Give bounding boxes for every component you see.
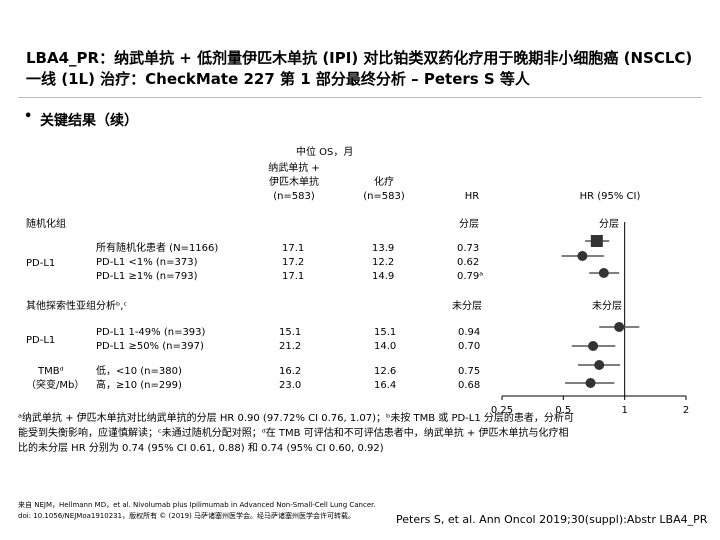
hr-cell: 0.73 0.62 0.79ᵃ — [457, 242, 483, 284]
col-hr-ci-header: HR (95% CI) — [579, 191, 641, 202]
stratified-tag: 分层 — [459, 219, 479, 230]
row-label-pdl1: PD-L1 — [26, 258, 56, 269]
group-label-randomized: 随机化组 — [26, 219, 66, 230]
hr-pdl1-lt1: 0.62 — [457, 257, 480, 268]
hr-pdl1-1-49: 0.94 — [458, 327, 481, 338]
chemo-os-pdl1-sub: 15.1 14.0 — [374, 326, 396, 354]
chemo-os-pdl1-1-49: 15.1 — [374, 327, 397, 338]
unstratified-tag-ci: 未分层 — [592, 301, 622, 312]
row-desc-pdl1-lt1: PD-L1 <1% (n=373) — [96, 257, 198, 268]
col-nivo-line3: (n=583) — [273, 191, 315, 202]
stratified-tag-ci: 分层 — [599, 219, 619, 230]
nivo-os-tmb-high: 23.0 — [279, 380, 302, 391]
col-chemo-line2: (n=583) — [363, 191, 405, 202]
median-os-header: 中位 OS，月 — [296, 147, 354, 158]
row-desc-pdl1-ge1: PD-L1 ≥1% (n=793) — [96, 271, 198, 282]
hr-tmb-high: 0.68 — [458, 380, 481, 391]
hr-pdl1-sub: 0.94 0.70 — [458, 326, 480, 354]
x-tick-label-0: 0.25 — [491, 405, 513, 416]
hr-marker-4 — [588, 341, 599, 351]
section-heading: 关键结果（续） — [40, 113, 138, 129]
x-tick-label-1: 0.5 — [555, 405, 571, 416]
col-chemo-header: 化疗 (n=583) — [344, 176, 424, 204]
unstratified-tag: 未分层 — [452, 301, 482, 312]
col-nivo-header: 纳武单抗 + 伊匹木单抗 (n=583) — [254, 162, 334, 204]
hr-pdl1-ge50: 0.70 — [458, 341, 481, 352]
row-desc-pdl1-sub: PD-L1 1-49% (n=393) PD-L1 ≥50% (n=397) — [96, 326, 205, 354]
nivo-os-cell: 17.1 17.2 17.1 — [282, 242, 304, 284]
row-desc-cell: 所有随机化患者 (N=1166) PD-L1 <1% (n=373) PD-L1… — [96, 242, 218, 284]
nivo-os-tmb: 16.2 23.0 — [279, 365, 301, 393]
chemo-os-tmb-low: 12.6 — [374, 366, 397, 377]
row-desc-pdl1-1-49: PD-L1 1-49% (n=393) — [96, 327, 206, 338]
x-tick-label-3: 2 — [683, 405, 689, 416]
col-nivo-line2: 伊匹木单抗 — [269, 177, 319, 188]
nivo-os-pdl1-ge1: 17.1 — [282, 271, 305, 282]
col-hr-header: HR — [464, 191, 480, 202]
chemo-os-pdl1-lt1: 12.2 — [372, 257, 395, 268]
hr-all: 0.73 — [457, 243, 480, 254]
row-label-tmb-line1: TMBᵈ — [38, 366, 64, 377]
chemo-os-tmb: 12.6 16.4 — [374, 365, 396, 393]
row-desc-all: 所有随机化患者 (N=1166) — [96, 243, 219, 254]
nivo-os-pdl1-1-49: 15.1 — [279, 327, 302, 338]
nivo-os-tmb-low: 16.2 — [279, 366, 302, 377]
citation: Peters S, et al. Ann Oncol 2019;30(suppl… — [396, 513, 708, 526]
row-label-tmb: TMBᵈ （突变/Mb） — [26, 365, 84, 393]
x-tick-label-2: 1 — [621, 405, 627, 416]
row-label-tmb-line2: （突变/Mb） — [26, 380, 85, 391]
hr-pdl1-ge1: 0.79ᵃ — [457, 271, 484, 282]
chemo-os-pdl1-ge50: 14.0 — [374, 341, 397, 352]
nivo-os-all: 17.1 — [282, 243, 305, 254]
hr-marker-0 — [590, 235, 603, 247]
page-title: LBA4_PR：纳武单抗 + 低剂量伊匹木单抗 (IPI) 对比铂类双药化疗用于… — [26, 49, 693, 88]
row-desc-tmb-high: 高，≥10 (n=299) — [96, 380, 182, 391]
title-divider — [18, 97, 702, 98]
footnote: ᵃ纳武单抗 + 伊匹木单抗对比纳武单抗的分层 HR 0.90 (97.72% C… — [18, 413, 574, 454]
chemo-os-all: 13.9 — [372, 243, 395, 254]
hr-marker-5 — [594, 360, 605, 370]
hr-marker-6 — [585, 378, 596, 388]
hr-marker-2 — [598, 268, 609, 278]
group-label-exploratory: 其他探索性亚组分析ᵇ,ᶜ — [26, 301, 128, 312]
hr-tmb-low: 0.75 — [458, 366, 481, 377]
chemo-os-tmb-high: 16.4 — [374, 380, 397, 391]
row-desc-tmb-low: 低，<10 (n=380) — [96, 366, 182, 377]
col-nivo-line1: 纳武单抗 + — [268, 163, 320, 174]
row-desc-pdl1-ge50: PD-L1 ≥50% (n=397) — [96, 341, 204, 352]
nivo-os-pdl1-sub: 15.1 21.2 — [279, 326, 301, 354]
hr-tmb: 0.75 0.68 — [458, 365, 480, 393]
nivo-os-pdl1-lt1: 17.2 — [282, 257, 305, 268]
col-chemo-line1: 化疗 — [374, 177, 394, 188]
nivo-os-pdl1-ge50: 21.2 — [279, 341, 302, 352]
row-label-pdl1-sub: PD-L1 — [26, 335, 56, 346]
chemo-os-cell: 13.9 12.2 14.9 — [372, 242, 394, 284]
row-desc-tmb: 低，<10 (n=380) 高，≥10 (n=299) — [96, 365, 182, 393]
hr-marker-3 — [614, 322, 625, 332]
hr-marker-1 — [577, 251, 588, 261]
source-note: 来自 NEJM，Hellmann MD，et al. Nivolumab plu… — [18, 501, 376, 520]
section-bullet: • — [24, 109, 33, 124]
chemo-os-pdl1-ge1: 14.9 — [372, 271, 395, 282]
